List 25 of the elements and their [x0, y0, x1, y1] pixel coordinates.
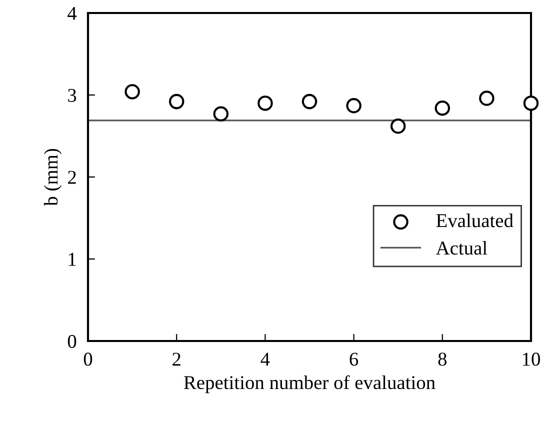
point: [258, 96, 273, 111]
point: [213, 106, 229, 122]
y-tick-label: 2: [68, 170, 76, 184]
y-tick-label: 4: [68, 6, 77, 20]
point: [168, 94, 184, 110]
y-tick-label: 1: [68, 252, 76, 266]
point: [479, 90, 494, 106]
x-tick-label: 4: [260, 352, 270, 366]
y-tick-label: 3: [68, 88, 76, 102]
point: [523, 96, 539, 111]
y-tick-label: 0: [68, 334, 76, 348]
legend-label: Actual: [436, 241, 488, 255]
x-tick-label: 6: [350, 352, 358, 366]
x-tick-label: 2: [172, 352, 180, 366]
y-axis-title: b (mm): [44, 148, 62, 206]
point: [390, 118, 406, 134]
point: [434, 100, 450, 116]
x-tick-label: 10: [522, 352, 540, 366]
point: [302, 94, 318, 110]
point: [346, 98, 362, 114]
x-tick-label: 8: [438, 352, 447, 366]
legend-label: Evaluated: [436, 214, 514, 228]
x-axis-title: Repetition number of evaluation: [184, 375, 436, 394]
x-tick-label: 0: [84, 352, 92, 366]
point: [124, 84, 140, 100]
